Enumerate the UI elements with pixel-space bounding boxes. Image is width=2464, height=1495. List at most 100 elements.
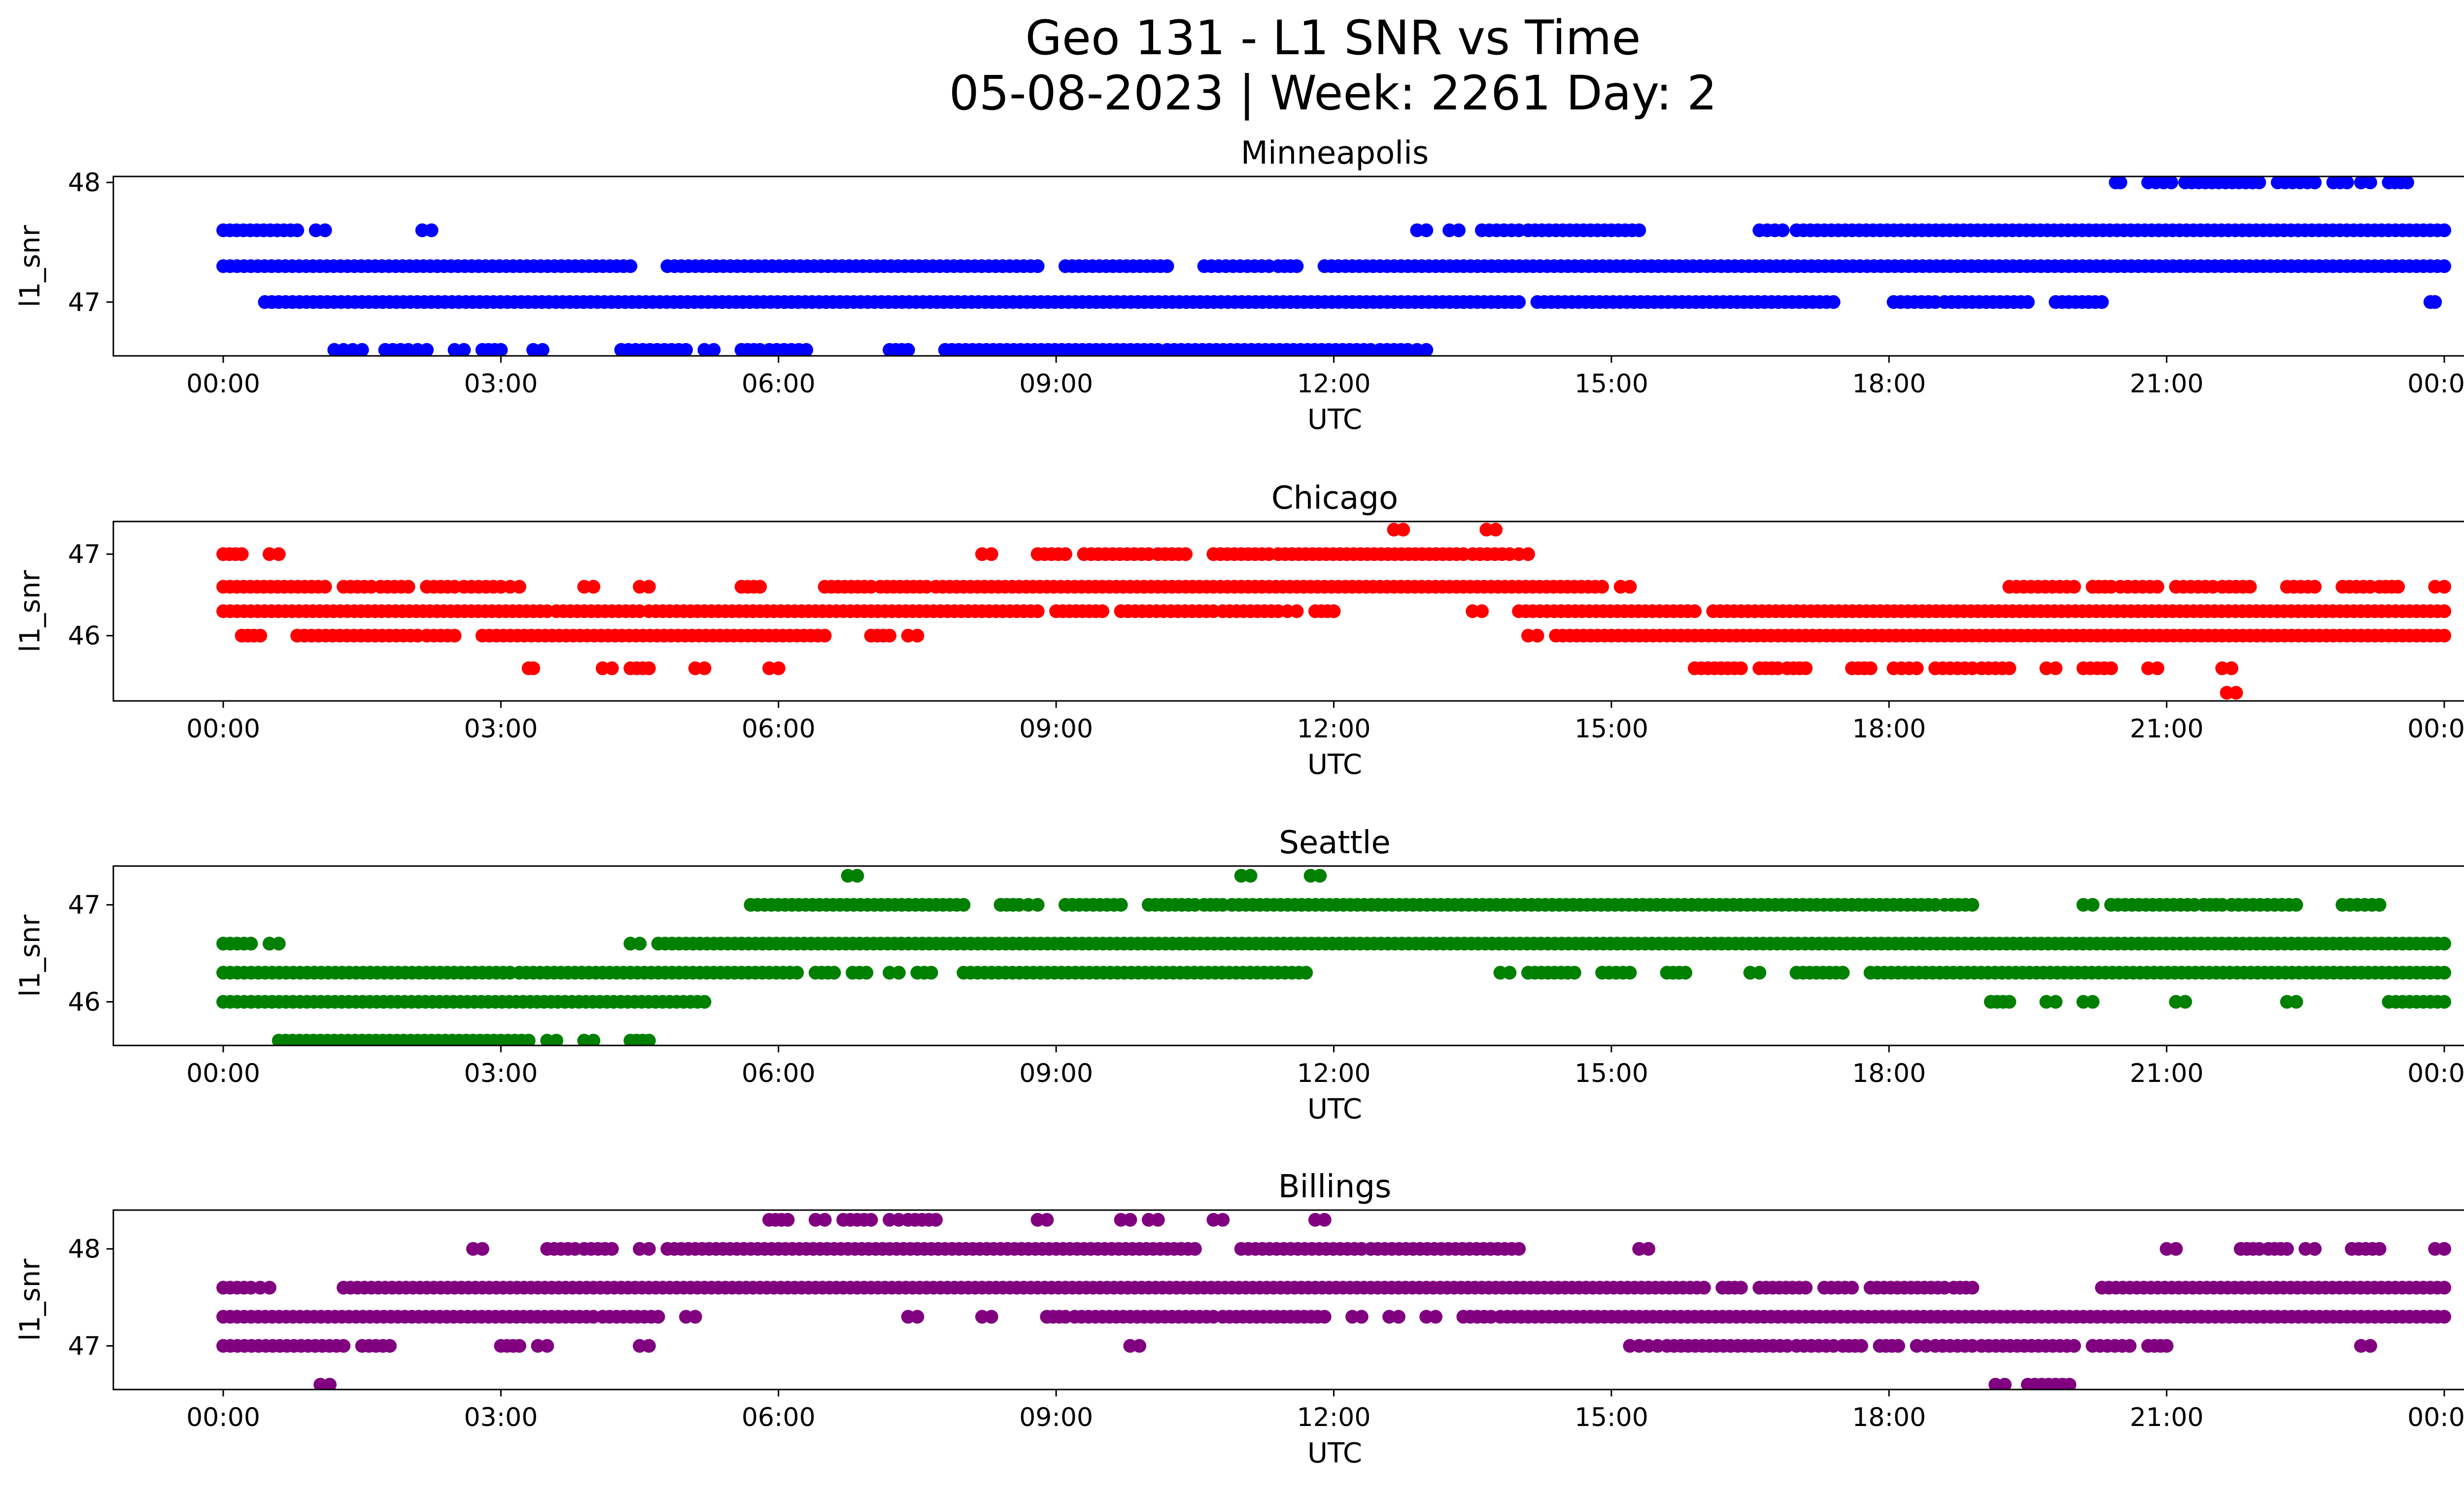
- data-point: [2002, 661, 2017, 675]
- data-point: [651, 1310, 665, 1324]
- data-point: [642, 1034, 656, 1045]
- data-point: [2164, 176, 2178, 190]
- data-point: [337, 1339, 351, 1353]
- data-point: [1697, 1281, 1711, 1295]
- data-point: [2224, 661, 2239, 675]
- data-points: [216, 522, 2451, 700]
- x-tick-label: 00:00: [2407, 369, 2464, 399]
- data-point: [1863, 661, 1878, 675]
- data-point: [2086, 898, 2100, 912]
- x-tick-label: 00:00: [2407, 1403, 2464, 1432]
- data-point: [827, 966, 841, 980]
- panel-title: Minneapolis: [1241, 135, 1429, 172]
- data-point: [642, 661, 656, 675]
- data-point: [262, 1281, 276, 1295]
- data-point: [1845, 1281, 1859, 1295]
- figure-title-line1: Geo 131 - L1 SNR vs Time: [1026, 10, 1641, 66]
- data-point: [1313, 869, 1327, 883]
- data-point: [2113, 176, 2127, 190]
- data-point: [818, 628, 832, 643]
- data-point: [1836, 966, 1850, 980]
- y-tick-label: 47: [68, 540, 101, 569]
- x-tick-label: 09:00: [1019, 1059, 1093, 1088]
- panel-seattle: Seattle 00:00 03:00 06:00 09:00 12:00 15:00 18:…: [14, 825, 2464, 1125]
- y-tick-label: 48: [68, 168, 101, 198]
- axes-frame: [112, 175, 2464, 357]
- data-point: [2095, 295, 2109, 309]
- data-point: [2122, 1339, 2137, 1353]
- data-point: [318, 580, 332, 594]
- data-point: [253, 628, 268, 643]
- data-point: [424, 223, 439, 238]
- data-point: [2437, 1281, 2451, 1295]
- x-tick-label: 00:00: [186, 714, 260, 744]
- x-tick-label: 00:00: [2407, 714, 2464, 744]
- data-point: [2372, 1242, 2387, 1256]
- data-point: [924, 966, 938, 980]
- data-point: [2372, 898, 2387, 912]
- data-point: [549, 1034, 563, 1045]
- data-point: [2437, 628, 2451, 643]
- data-point: [1776, 223, 1790, 238]
- data-point: [1030, 259, 1045, 273]
- x-axis-label: UTC: [1307, 1093, 1362, 1125]
- data-point: [790, 966, 804, 980]
- data-point: [910, 1310, 924, 1324]
- data-point: [512, 1339, 526, 1353]
- data-point: [1151, 1213, 1165, 1227]
- data-point: [1040, 1213, 1054, 1227]
- data-point: [2067, 1339, 2081, 1353]
- panel-chicago: Chicago 00:00 03:00 06:00 09:00 12:00 15:00 18:…: [14, 480, 2464, 781]
- data-point: [1317, 1213, 1332, 1227]
- data-point: [1160, 259, 1174, 273]
- data-point: [512, 580, 526, 594]
- data-point: [521, 1034, 536, 1045]
- data-point: [2428, 295, 2442, 309]
- data-point: [1058, 547, 1072, 561]
- data-point: [957, 898, 971, 912]
- data-point: [272, 937, 286, 951]
- data-point: [2308, 1242, 2322, 1256]
- x-axis-label: UTC: [1307, 404, 1362, 436]
- data-point: [1354, 1310, 1369, 1324]
- y-axis-label: l1_snr: [14, 570, 46, 653]
- data-point: [1595, 580, 1609, 594]
- data-point: [1317, 1310, 1332, 1324]
- data-point: [2437, 580, 2451, 594]
- data-point: [1396, 522, 1410, 537]
- data-point: [1030, 604, 1045, 618]
- data-point: [526, 661, 541, 675]
- data-point: [2363, 1339, 2377, 1353]
- data-point: [697, 995, 712, 1009]
- data-point: [2400, 176, 2414, 190]
- x-tick-label: 15:00: [1574, 714, 1648, 744]
- data-point: [2437, 1310, 2451, 1324]
- data-point: [2243, 580, 2257, 594]
- x-tick-label: 15:00: [1574, 369, 1648, 399]
- x-axis-label: UTC: [1307, 749, 1362, 781]
- data-point: [2049, 661, 2063, 675]
- x-tick-label: 12:00: [1297, 714, 1371, 744]
- x-tick-label: 12:00: [1297, 1403, 1371, 1432]
- data-point: [1503, 966, 1517, 980]
- data-point: [2104, 661, 2118, 675]
- x-tick-label: 03:00: [464, 714, 538, 744]
- x-tick-label: 06:00: [742, 1059, 816, 1088]
- x-tick-label: 06:00: [742, 1403, 816, 1432]
- x-tick-label: 06:00: [742, 714, 816, 744]
- data-point: [623, 259, 638, 273]
- data-point: [383, 1339, 397, 1353]
- data-point: [1512, 295, 1526, 309]
- data-point: [1179, 547, 1193, 561]
- data-point: [818, 1213, 832, 1227]
- data-point: [781, 1213, 795, 1227]
- data-point: [1891, 1339, 1905, 1353]
- data-point: [859, 966, 874, 980]
- data-point: [1419, 343, 1434, 356]
- data-point: [697, 661, 712, 675]
- axes-frame: [112, 1209, 2464, 1391]
- data-point: [1678, 966, 1693, 980]
- data-point: [2437, 966, 2451, 980]
- data-point: [2437, 604, 2451, 618]
- x-tick-label: 18:00: [1852, 714, 1926, 744]
